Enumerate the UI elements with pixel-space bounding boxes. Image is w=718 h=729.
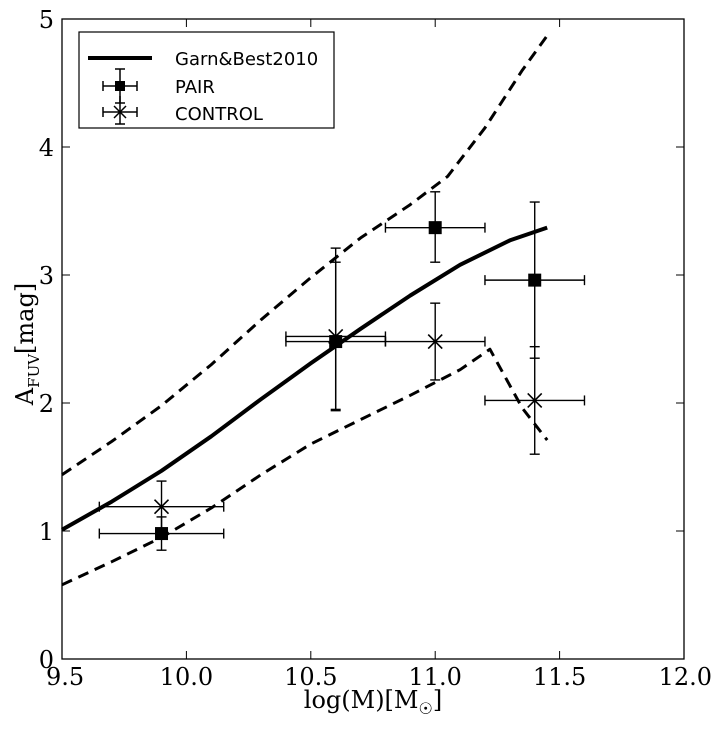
x-tick-label: 10.5 [284, 663, 337, 691]
y-axis-label-sub: FUV [25, 353, 43, 388]
data-point-control [285, 261, 387, 412]
data-point-control [484, 345, 586, 455]
data-point-control [384, 302, 486, 381]
y-axis-label-rest: [mag] [11, 283, 39, 354]
legend-marker-control [102, 96, 138, 125]
x-axis-label-close: ] [433, 686, 442, 714]
marker-x [153, 499, 170, 515]
data-point-control [98, 480, 225, 533]
plot-area [61, 34, 586, 587]
y-tick-label: 0 [39, 646, 54, 674]
legend-label-garn-best: Garn&Best2010 [175, 49, 318, 70]
axis-ticks: 9.5 10.0 10.5 11.0 11.5 12.0 0 1 2 3 4 5 [39, 6, 712, 691]
y-tick-label: 2 [39, 390, 54, 418]
legend-label-pair: PAIR [175, 77, 215, 98]
x-tick-label: 9.5 [46, 663, 84, 691]
y-axis-label: AFUV[mag] [11, 283, 43, 406]
marker-square [155, 527, 169, 541]
plot-frame [61, 18, 685, 660]
marker-square [428, 221, 442, 235]
y-tick-label: 1 [39, 518, 54, 546]
data-point-pair [484, 201, 586, 359]
marker-x [427, 333, 443, 350]
legend: Garn&Best2010 PAIR CONTROL [78, 31, 335, 129]
marker-x [328, 328, 344, 345]
x-tick-label: 10.0 [160, 663, 213, 691]
x-axis-label-sub: ☉ [419, 699, 433, 718]
x-axis-label-main: log(M)[M [304, 686, 419, 714]
marker-x [527, 392, 543, 409]
series-line-lower-bound [61, 347, 549, 587]
x-tick-label: 11.0 [408, 663, 461, 691]
data-point-pair [384, 191, 486, 263]
series-line-garn-best2010 [61, 225, 548, 532]
y-axis-label-main: A [11, 387, 39, 406]
legend-label-control: CONTROL [175, 104, 263, 125]
marker-square [528, 273, 542, 287]
x-tick-label: 11.5 [533, 663, 586, 691]
y-tick-label: 3 [39, 262, 54, 290]
y-tick-label: 5 [39, 6, 54, 34]
y-tick-label: 4 [39, 134, 54, 162]
x-axis-label: log(M)[M☉] [304, 686, 442, 718]
x-tick-label: 12.0 [659, 663, 712, 691]
data-point-pair [98, 516, 225, 551]
